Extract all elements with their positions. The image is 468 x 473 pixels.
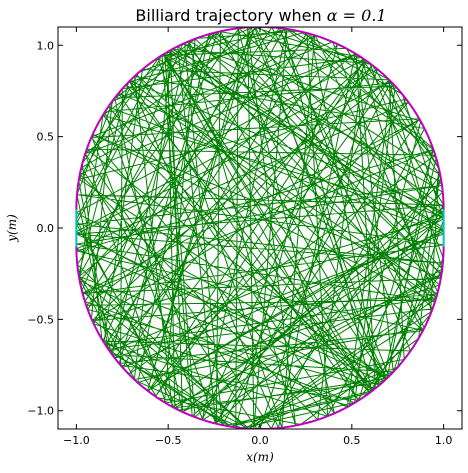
chart-title-math: α = 0.1	[327, 6, 387, 25]
x-tick-label-2: 0.0	[251, 434, 269, 447]
table-boundary	[75, 27, 445, 429]
x-tick-label-4: 1.0	[435, 434, 453, 447]
boundary-arc-top	[75, 27, 445, 210]
chart-title: Billiard trajectory when α = 0.1	[135, 6, 386, 25]
y-tick-label-3: 0.5	[37, 131, 55, 144]
boundary-arc-bottom	[75, 246, 445, 429]
trajectory-group	[75, 27, 445, 429]
x-tick-label-1: −0.5	[155, 434, 182, 447]
x-axis-label: x(m)	[246, 450, 274, 464]
axis-ticks: −1.0 −0.5 0.0 0.5 1.0 −1.0 −0.5 0.0 0.5 1.0	[27, 27, 462, 447]
y-tick-label-0: −1.0	[27, 405, 54, 418]
y-tick-label-4: 1.0	[37, 39, 55, 52]
chart-title-prefix: Billiard trajectory when	[135, 6, 326, 25]
x-tick-label-0: −1.0	[63, 434, 90, 447]
y-axis-label: y(m)	[5, 214, 19, 243]
trajectory-line	[75, 27, 445, 429]
y-tick-label-2: 0.0	[37, 222, 55, 235]
y-tick-label-1: −0.5	[27, 313, 54, 326]
x-tick-label-3: 0.5	[343, 434, 361, 447]
